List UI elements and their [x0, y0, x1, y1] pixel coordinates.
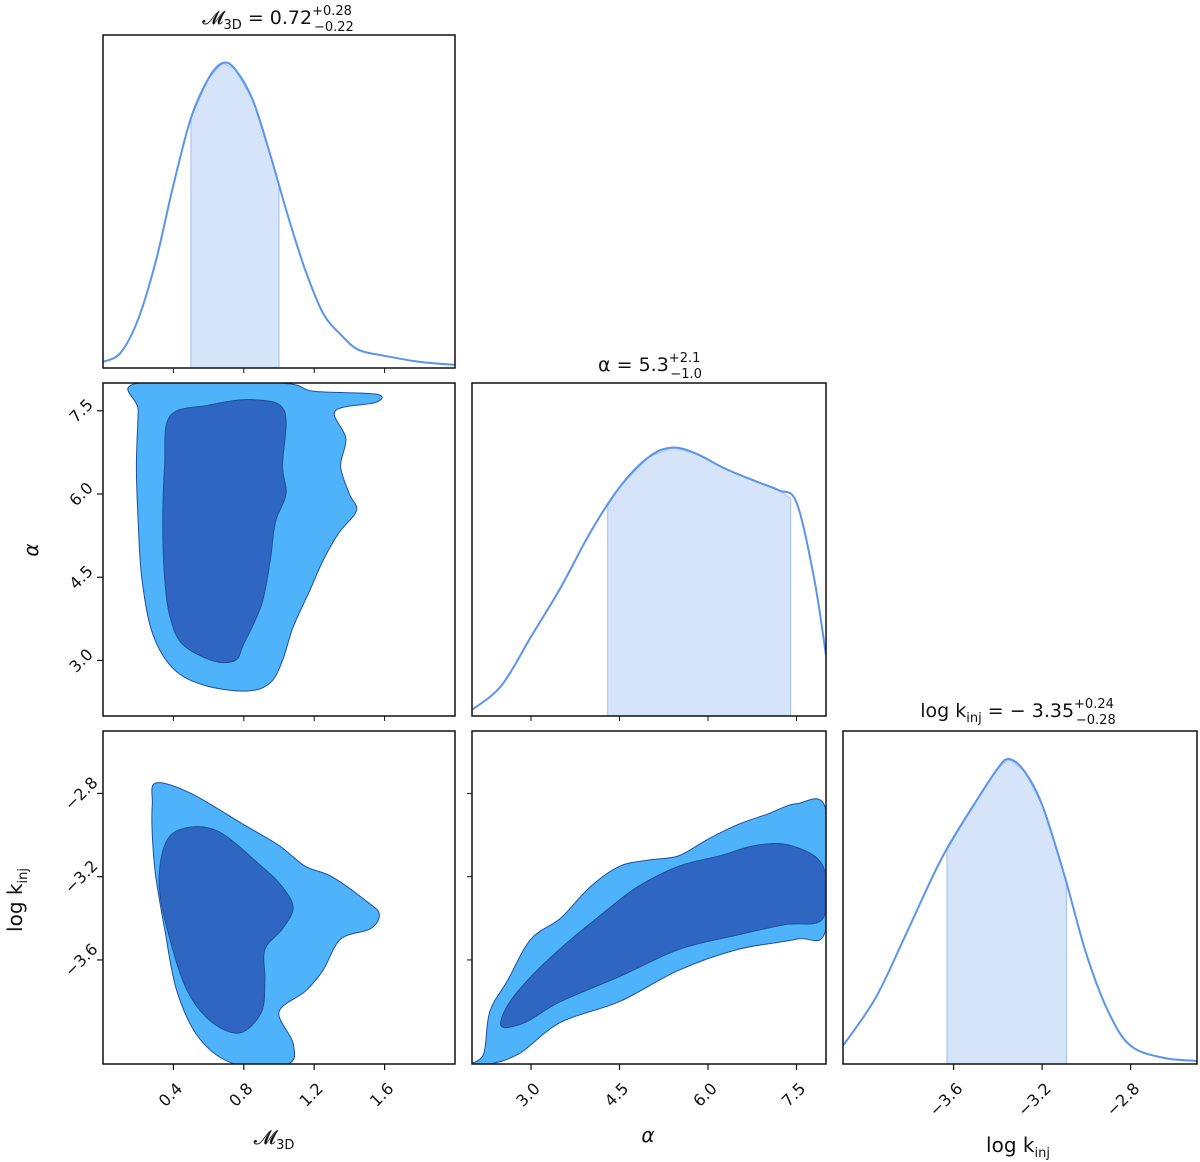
density-curve-M3D	[103, 61, 455, 366]
x-tick-label: 1.6	[366, 1079, 397, 1110]
contour-M3D-alpha	[102, 382, 456, 717]
y-tick-label: 4.5	[65, 562, 96, 593]
ylabel-alpha: α	[19, 543, 43, 556]
panel-frame	[102, 730, 456, 1065]
title-logkinj: log kinj = − 3.35+0.24 −0.28	[920, 697, 1115, 728]
x-tick-label: −3.2	[1014, 1079, 1055, 1120]
panel-frame	[471, 730, 827, 1065]
contour-M3D-logkinj	[102, 730, 456, 1065]
density-curve-alpha	[472, 446, 826, 711]
credible-band-M3D	[190, 63, 280, 368]
x-tick-label: 0.4	[155, 1079, 186, 1110]
contour-68-alpha-logkinj	[500, 842, 826, 1029]
contour-68-M3D-alpha	[162, 398, 287, 664]
x-tick-label: −3.6	[925, 1079, 966, 1120]
xlabel-M3D: 𝓜3D	[254, 1125, 295, 1153]
hist-logkinj	[842, 730, 1198, 1065]
panel-frame	[102, 34, 456, 369]
contour-alpha-logkinj	[471, 730, 827, 1065]
credible-band-logkinj	[946, 758, 1068, 1064]
y-tick-label: −3.2	[61, 856, 102, 897]
panel-frame	[842, 730, 1198, 1065]
y-tick-label: 6.0	[65, 478, 96, 509]
xlabel-logkinj: log kinj	[986, 1133, 1050, 1161]
x-tick-label: 0.8	[225, 1079, 256, 1110]
y-tick-label: 3.0	[65, 645, 96, 676]
x-tick-label: 6.0	[689, 1079, 720, 1110]
density-curve-logkinj	[843, 757, 1197, 1062]
x-tick-label: 7.5	[778, 1079, 809, 1110]
y-tick-label: 7.5	[65, 395, 96, 426]
panel-frame	[102, 382, 456, 717]
hist-alpha	[471, 382, 827, 717]
hist-M3D	[102, 34, 456, 369]
panel-frame	[471, 382, 827, 717]
x-tick-label: 1.2	[296, 1079, 327, 1110]
contour-68-M3D-logkinj	[158, 826, 294, 1034]
y-tick-label: −3.6	[61, 940, 102, 981]
y-tick-label: −2.8	[61, 773, 102, 814]
xlabel-alpha: α	[641, 1123, 654, 1147]
credible-band-alpha	[607, 447, 792, 716]
title-alpha: α = 5.3+2.1 −1.0	[598, 351, 702, 382]
x-tick-label: −2.8	[1102, 1079, 1143, 1120]
x-tick-label: 4.5	[601, 1079, 632, 1110]
ylabel-logkinj: log kinj	[3, 868, 31, 932]
title-M3D: 𝓜3D = 0.72+0.28 −0.22	[202, 4, 354, 35]
x-tick-label: 3.0	[512, 1079, 543, 1110]
